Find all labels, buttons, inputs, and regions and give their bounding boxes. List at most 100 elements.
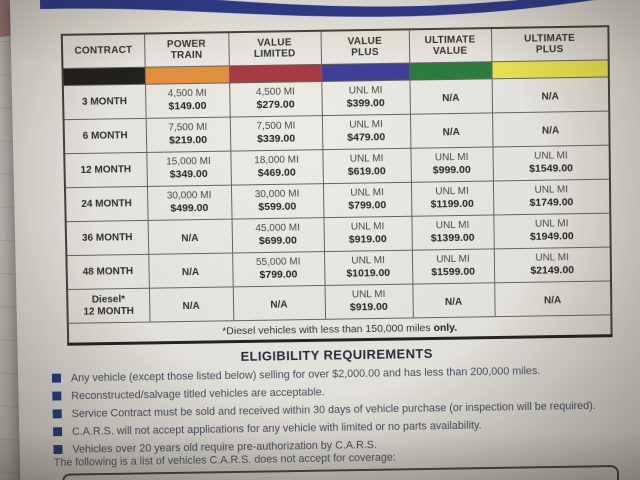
na-value: N/A bbox=[270, 299, 287, 310]
color-band bbox=[62, 67, 145, 85]
na-value: N/A bbox=[445, 296, 462, 307]
bullet-square-icon bbox=[53, 409, 62, 418]
row-label: 36 MONTH bbox=[66, 220, 149, 255]
pricing-table-head: CONTRACT POWER TRAIN VALUE LIMITED VALUE PLUS U… bbox=[62, 26, 609, 85]
bullet-text: Any vehicle (except those listed below) … bbox=[71, 365, 541, 384]
price-value: $469.00 bbox=[233, 166, 320, 180]
price-cell: UNL MI $919.00 bbox=[323, 216, 411, 251]
na-value: N/A bbox=[181, 233, 198, 244]
na-cell: N/A bbox=[492, 111, 610, 147]
na-cell: N/A bbox=[409, 79, 492, 114]
price-value: $1949.00 bbox=[496, 230, 608, 244]
photo-of-document: CONTRACT POWER TRAIN VALUE LIMITED VALUE PLUS U… bbox=[0, 0, 640, 480]
color-band bbox=[409, 62, 491, 80]
price-value: $339.00 bbox=[233, 132, 320, 146]
column-header: POWER TRAIN bbox=[144, 32, 229, 67]
column-header: ULTIMATE VALUE bbox=[409, 28, 492, 63]
price-value: $919.00 bbox=[327, 301, 410, 315]
price-cell: UNL MI $1199.00 bbox=[411, 181, 493, 216]
na-cell: N/A bbox=[149, 287, 233, 322]
row-label: 24 MONTH bbox=[65, 186, 148, 221]
price-cell: 30,000 MI $499.00 bbox=[147, 185, 232, 220]
color-band bbox=[145, 66, 229, 84]
column-header: VALUE PLUS bbox=[320, 29, 409, 64]
price-value: $279.00 bbox=[232, 98, 319, 112]
na-cell: N/A bbox=[148, 253, 232, 288]
price-cell: 7,500 MI $219.00 bbox=[146, 117, 231, 152]
na-value: N/A bbox=[544, 295, 561, 306]
price-cell: 18,000 MI $469.00 bbox=[230, 150, 323, 185]
na-value: N/A bbox=[182, 300, 199, 311]
price-cell: 4,500 MI $279.00 bbox=[229, 81, 322, 117]
price-cell: UNL MI $479.00 bbox=[322, 114, 411, 149]
na-value: N/A bbox=[542, 91, 559, 102]
na-cell: N/A bbox=[410, 113, 493, 148]
price-cell: 55,000 MI $799.00 bbox=[232, 252, 324, 287]
price-value: $1549.00 bbox=[495, 162, 607, 176]
paper: CONTRACT POWER TRAIN VALUE LIMITED VALUE PLUS U… bbox=[10, 0, 640, 480]
price-value: $1199.00 bbox=[414, 198, 491, 212]
price-cell: UNL MI $1019.00 bbox=[324, 250, 412, 285]
price-value: $619.00 bbox=[325, 165, 408, 179]
row-label: 6 MONTH bbox=[64, 118, 147, 153]
price-cell: UNL MI $1749.00 bbox=[493, 179, 610, 215]
price-cell: 7,500 MI $339.00 bbox=[230, 116, 323, 152]
bullet-square-icon bbox=[53, 445, 62, 454]
row-label: 12 MONTH bbox=[64, 152, 147, 187]
price-cell: UNL MI $399.00 bbox=[321, 80, 410, 115]
bullet-text: Service Contract must be sold and receiv… bbox=[72, 399, 596, 419]
bullet-text: C.A.R.S. will not accept applications fo… bbox=[72, 419, 482, 437]
na-cell: N/A bbox=[233, 285, 325, 320]
column-header: ULTIMATE PLUS bbox=[491, 26, 609, 62]
na-value: N/A bbox=[443, 126, 460, 137]
row-label: 3 MONTH bbox=[63, 84, 146, 119]
price-cell: UNL MI $1549.00 bbox=[492, 145, 609, 181]
price-cell: 15,000 MI $349.00 bbox=[146, 151, 231, 186]
price-value: $219.00 bbox=[148, 134, 227, 148]
price-value: $799.00 bbox=[326, 199, 409, 213]
na-cell: N/A bbox=[492, 77, 610, 113]
price-cell: UNL MI $619.00 bbox=[322, 148, 411, 183]
price-value: $399.00 bbox=[324, 97, 407, 111]
price-cell: 4,500 MI $149.00 bbox=[145, 83, 230, 118]
price-value: $699.00 bbox=[234, 234, 321, 248]
column-header: VALUE LIMITED bbox=[228, 31, 321, 66]
column-header: CONTRACT bbox=[62, 34, 145, 69]
color-band bbox=[491, 60, 608, 79]
price-cell: UNL MI $1599.00 bbox=[412, 249, 494, 284]
price-value: $349.00 bbox=[149, 168, 228, 182]
color-band bbox=[229, 64, 321, 83]
na-value: N/A bbox=[442, 92, 459, 103]
row-label: 48 MONTH bbox=[66, 254, 149, 289]
na-cell: N/A bbox=[494, 281, 611, 317]
price-cell: 45,000 MI $699.00 bbox=[232, 218, 324, 253]
bullet-square-icon bbox=[53, 427, 62, 436]
bullet-square-icon bbox=[52, 391, 61, 400]
na-value: N/A bbox=[182, 266, 199, 277]
price-cell: UNL MI $799.00 bbox=[323, 182, 411, 217]
bullet-square-icon bbox=[52, 374, 61, 383]
price-value: $149.00 bbox=[148, 100, 227, 114]
price-value: $479.00 bbox=[325, 131, 408, 145]
price-value: $919.00 bbox=[326, 233, 409, 247]
bullet-text: Reconstructed/salvage titled vehicles ar… bbox=[71, 386, 325, 402]
price-value: $2149.00 bbox=[496, 264, 607, 278]
pricing-table-body: 3 MONTH 4,500 MI $149.00 4,500 MI $279.00 UNL… bbox=[63, 77, 612, 344]
price-cell: 30,000 MI $599.00 bbox=[231, 184, 324, 219]
eligibility-bullets: Any vehicle (except those listed below) … bbox=[52, 362, 640, 461]
na-cell: N/A bbox=[412, 283, 494, 318]
price-value: $499.00 bbox=[150, 202, 229, 216]
price-cell: UNL MI $1399.00 bbox=[411, 215, 493, 250]
price-cell: UNL MI $2149.00 bbox=[494, 247, 611, 283]
price-cell: UNL MI $1949.00 bbox=[493, 213, 610, 249]
na-value: N/A bbox=[542, 125, 559, 136]
pricing-table: CONTRACT POWER TRAIN VALUE LIMITED VALUE PLUS U… bbox=[61, 25, 613, 346]
price-value: $1019.00 bbox=[327, 267, 410, 281]
row-label: Diesel* 12 MONTH bbox=[67, 288, 149, 323]
price-value: $599.00 bbox=[234, 200, 321, 214]
price-cell: UNL MI $919.00 bbox=[325, 284, 413, 319]
price-value: $1599.00 bbox=[415, 266, 492, 280]
color-band bbox=[321, 63, 409, 81]
price-value: $999.00 bbox=[413, 164, 490, 178]
price-cell: UNL MI $999.00 bbox=[410, 147, 492, 182]
